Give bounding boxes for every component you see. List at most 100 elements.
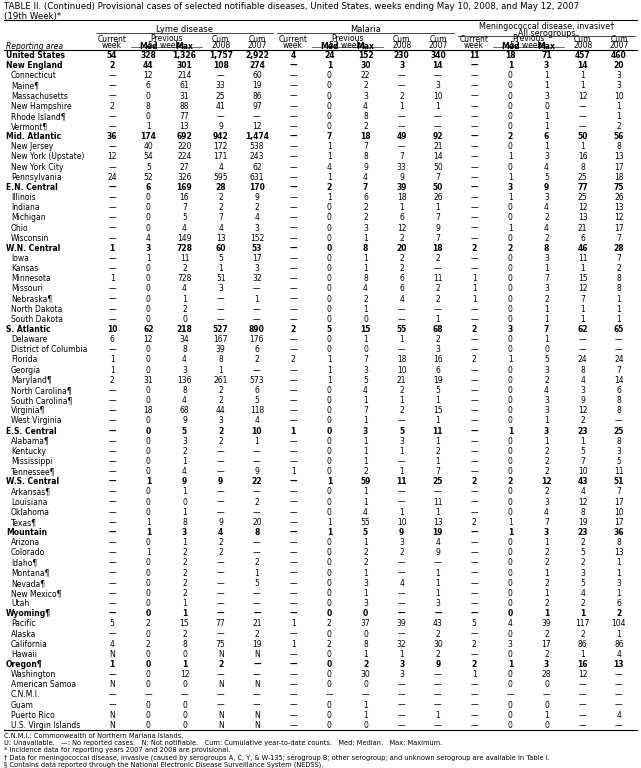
Text: 13: 13 <box>578 214 588 223</box>
Text: —: — <box>398 589 406 598</box>
Text: 12: 12 <box>614 214 624 223</box>
Text: —: — <box>470 447 478 456</box>
Text: 12: 12 <box>578 498 587 507</box>
Text: 9: 9 <box>219 518 223 527</box>
Text: 3: 3 <box>544 426 549 435</box>
Text: —: — <box>579 721 587 730</box>
Text: 0: 0 <box>327 264 332 273</box>
Text: 0: 0 <box>508 447 513 456</box>
Text: United States: United States <box>6 51 65 60</box>
Text: 890: 890 <box>249 325 265 334</box>
Text: —: — <box>543 690 551 700</box>
Text: —: — <box>289 528 297 537</box>
Text: 2: 2 <box>254 558 259 568</box>
Text: 0: 0 <box>182 315 187 324</box>
Text: 0: 0 <box>146 356 151 365</box>
Text: 0: 0 <box>146 579 151 588</box>
Text: 3: 3 <box>363 366 368 375</box>
Text: 1: 1 <box>182 295 187 303</box>
Text: 0: 0 <box>146 396 151 405</box>
Text: 2: 2 <box>544 488 549 496</box>
Text: 1: 1 <box>291 640 296 649</box>
Text: 7: 7 <box>617 366 621 375</box>
Text: —: — <box>289 568 297 578</box>
Text: 0: 0 <box>146 498 151 507</box>
Text: 169: 169 <box>177 183 192 192</box>
Text: 6: 6 <box>399 274 404 283</box>
Text: 11: 11 <box>433 498 443 507</box>
Text: Utah: Utah <box>11 599 29 608</box>
Text: 34: 34 <box>179 335 189 344</box>
Text: 1: 1 <box>363 589 368 598</box>
Text: —: — <box>217 457 224 466</box>
Text: 12: 12 <box>252 122 262 131</box>
Text: 172: 172 <box>213 142 228 151</box>
Text: 12: 12 <box>179 670 189 679</box>
Text: —: — <box>108 568 116 578</box>
Text: —: — <box>470 183 478 192</box>
Text: 31: 31 <box>144 376 153 385</box>
Text: 0: 0 <box>146 386 151 395</box>
Text: 0: 0 <box>508 295 513 303</box>
Text: 1: 1 <box>544 568 549 578</box>
Text: 2: 2 <box>435 335 440 344</box>
Text: 25: 25 <box>578 173 588 182</box>
Text: 12: 12 <box>578 284 587 293</box>
Text: 1: 1 <box>435 579 440 588</box>
Text: 1: 1 <box>508 518 513 527</box>
Text: 18: 18 <box>397 356 406 365</box>
Text: —: — <box>217 579 224 588</box>
Text: 2: 2 <box>580 599 585 608</box>
Text: —: — <box>579 346 587 354</box>
Text: —: — <box>289 153 297 161</box>
Text: 44: 44 <box>143 61 154 70</box>
Text: —: — <box>289 71 297 81</box>
Text: 1: 1 <box>508 173 513 182</box>
Text: 19: 19 <box>578 518 588 527</box>
Text: 3: 3 <box>182 528 187 537</box>
Text: 1: 1 <box>254 568 259 578</box>
Text: 26: 26 <box>433 193 443 202</box>
Text: 2: 2 <box>472 325 477 334</box>
Text: 0: 0 <box>327 396 332 405</box>
Text: 9: 9 <box>218 477 223 486</box>
Text: 6: 6 <box>254 346 260 354</box>
Text: 2: 2 <box>544 447 549 456</box>
Text: 0: 0 <box>327 223 332 233</box>
Text: 214: 214 <box>178 71 192 81</box>
Text: Wyoming¶: Wyoming¶ <box>6 609 51 618</box>
Text: —: — <box>108 690 116 700</box>
Text: —: — <box>108 91 116 101</box>
Text: 1: 1 <box>580 142 585 151</box>
Text: 0: 0 <box>327 548 332 558</box>
Text: 4: 4 <box>290 51 296 60</box>
Text: 4: 4 <box>363 101 368 111</box>
Text: 1: 1 <box>580 437 585 445</box>
Text: 4: 4 <box>363 508 368 517</box>
Text: 4: 4 <box>219 223 223 233</box>
Text: 0: 0 <box>327 437 332 445</box>
Text: —: — <box>289 61 297 70</box>
Text: 1: 1 <box>435 204 440 212</box>
Text: —: — <box>579 101 587 111</box>
Text: 23: 23 <box>578 426 588 435</box>
Text: 53: 53 <box>252 243 262 253</box>
Text: 21: 21 <box>397 376 406 385</box>
Text: 0: 0 <box>363 609 368 618</box>
Text: 1: 1 <box>544 142 549 151</box>
Text: —: — <box>398 488 406 496</box>
Text: 4: 4 <box>182 396 187 405</box>
Text: 1: 1 <box>327 366 331 375</box>
Text: —: — <box>398 457 406 466</box>
Text: 1: 1 <box>182 660 187 669</box>
Text: 0: 0 <box>508 315 513 324</box>
Text: 0: 0 <box>508 710 513 720</box>
Text: 11: 11 <box>578 254 587 263</box>
Text: —: — <box>398 346 406 354</box>
Text: 4: 4 <box>580 589 585 598</box>
Text: 3: 3 <box>617 71 621 81</box>
Text: 2: 2 <box>399 386 404 395</box>
Text: —: — <box>253 690 261 700</box>
Text: 39: 39 <box>397 619 406 628</box>
Text: 152: 152 <box>250 233 264 243</box>
